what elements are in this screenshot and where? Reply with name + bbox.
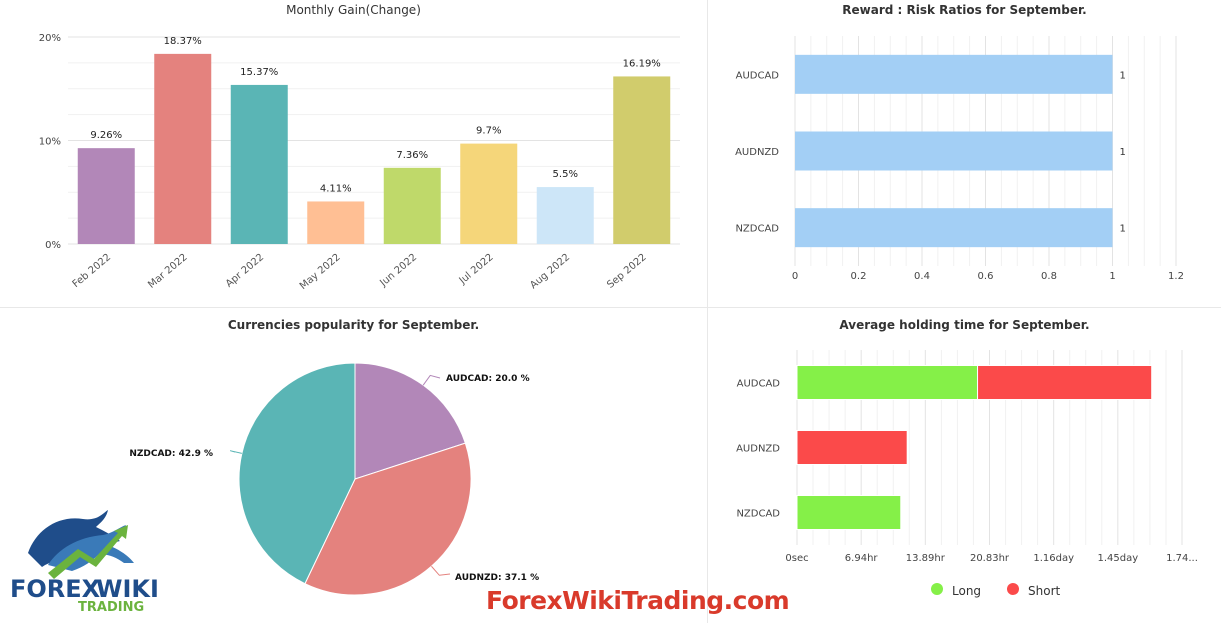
data-label: 7.36% (396, 150, 428, 161)
data-label: 9.26% (90, 130, 122, 141)
legend-label: Long (952, 584, 981, 598)
x-tick-label: Sep 2022 (605, 252, 648, 291)
y-tick-label: 20% (39, 33, 61, 44)
x-tick-label: Apr 2022 (224, 252, 266, 290)
x-tick-label: 13.89hr (906, 553, 946, 564)
chart-title: Reward : Risk Ratios for September. (842, 3, 1087, 17)
x-tick-label: 6.94hr (845, 553, 879, 564)
panel-divider-horizontal (0, 307, 1221, 308)
bar (383, 167, 441, 244)
data-label: 15.37% (240, 67, 278, 78)
data-label: 5.5% (553, 169, 578, 180)
currency-popularity-chart: AUDCAD: 20.0 % AUDNZD: 37.1 % NZDCAD: 42.9… (129, 362, 539, 596)
data-label: 9.7% (476, 126, 501, 137)
data-label: 1 (1120, 224, 1126, 235)
x-tick-label: 0.4 (914, 271, 930, 282)
x-tick-label: 20.83hr (970, 553, 1010, 564)
x-tick-label: Aug 2022 (528, 252, 572, 291)
x-tick-label: 0sec (785, 553, 808, 564)
y-tick-label: 0% (45, 240, 61, 251)
x-tick-label: 1.16day (1033, 553, 1074, 564)
x-tick-label: May 2022 (298, 252, 343, 292)
legend-marker (1007, 583, 1019, 595)
bar (536, 187, 594, 244)
panel-divider-vertical (707, 0, 708, 623)
bar (796, 430, 908, 465)
monthly-gain-panel: Monthly Gain(Change) 0% 10% 20% 9.26% Feb 20… (0, 0, 707, 307)
bar (613, 76, 671, 244)
x-tick-label: 0.2 (851, 271, 867, 282)
bar (795, 208, 1113, 248)
pie-slice (238, 362, 356, 585)
y-tick-label: AUDNZD (736, 444, 780, 455)
currency-popularity-panel: Currencies popularity for September. AUD… (0, 308, 707, 623)
chart-title: Monthly Gain(Change) (286, 3, 421, 17)
y-tick-label: AUDCAD (737, 379, 781, 390)
bar (460, 143, 518, 244)
chart-title: Currencies popularity for September. (227, 318, 480, 332)
x-tick-label: 0.8 (1041, 271, 1057, 282)
y-tick-label: AUDNZD (735, 147, 779, 158)
svg-text:TRADING: TRADING (78, 600, 144, 615)
pie-label: NZDCAD: 42.9 % (129, 449, 213, 459)
x-tick-label: 0 (792, 271, 798, 282)
pie-slice (354, 362, 466, 480)
data-label: 16.19% (623, 58, 661, 69)
pie-connector (422, 374, 441, 386)
x-tick-label: Jun 2022 (377, 252, 419, 290)
x-tick-label: 0.6 (978, 271, 994, 282)
reward-risk-chart: 0 0.2 0.4 0.6 0.8 1 1.2 1 AUDCAD 1 AUDNZD 1 NZDCAD (735, 36, 1184, 282)
x-tick-label: Feb 2022 (71, 252, 114, 290)
bar (230, 84, 288, 244)
forexwiki-logo: FOREX WIKI TRADING (10, 510, 158, 615)
watermark-text: ForexWikiTrading.com (486, 586, 790, 615)
legend-label: Short (1028, 584, 1060, 598)
holding-time-panel: Average holding time for September. 0sec… (708, 308, 1221, 623)
bar (796, 365, 979, 400)
chart-title: Average holding time for September. (839, 318, 1090, 332)
y-tick-label: 10% (39, 137, 61, 148)
data-label: 1 (1120, 70, 1126, 81)
svg-text:FOREX: FOREX (10, 575, 101, 603)
bar (795, 54, 1113, 94)
monthly-gain-chart: 0% 10% 20% 9.26% Feb 2022 18.37% Mar 2022 15.37… (39, 33, 680, 292)
bar (796, 495, 902, 530)
x-tick-label: 1 (1109, 271, 1115, 282)
legend-marker (931, 583, 943, 595)
x-tick-label: 1.2 (1168, 271, 1184, 282)
data-label: 1 (1120, 147, 1126, 158)
holding-time-chart: 0sec 6.94hr 13.89hr 20.83hr 1.16day 1.45day 1.… (736, 350, 1198, 598)
x-tick-label: 1.74... (1166, 553, 1198, 564)
pie-connector (431, 565, 451, 576)
x-tick-label: Mar 2022 (146, 252, 189, 291)
y-tick-label: AUDCAD (736, 70, 780, 81)
x-tick-label: 1.45day (1097, 553, 1138, 564)
data-label: 18.37% (164, 36, 202, 47)
reward-risk-panel: Reward : Risk Ratios for September. 0 0.2… (708, 0, 1221, 307)
data-label: 4.11% (320, 183, 352, 194)
pie-connector (230, 450, 242, 454)
y-tick-label: NZDCAD (735, 224, 779, 235)
bar (77, 148, 135, 244)
x-tick-label: Jul 2022 (457, 252, 496, 287)
bar (977, 365, 1153, 400)
pie-slice (304, 442, 472, 596)
bar (795, 131, 1113, 171)
bar (154, 53, 212, 244)
svg-text:WIKI: WIKI (96, 575, 158, 603)
pie-label: AUDCAD: 20.0 % (446, 374, 530, 384)
y-tick-label: NZDCAD (736, 509, 780, 520)
pie-label: AUDNZD: 37.1 % (455, 573, 539, 583)
bar (307, 201, 365, 244)
